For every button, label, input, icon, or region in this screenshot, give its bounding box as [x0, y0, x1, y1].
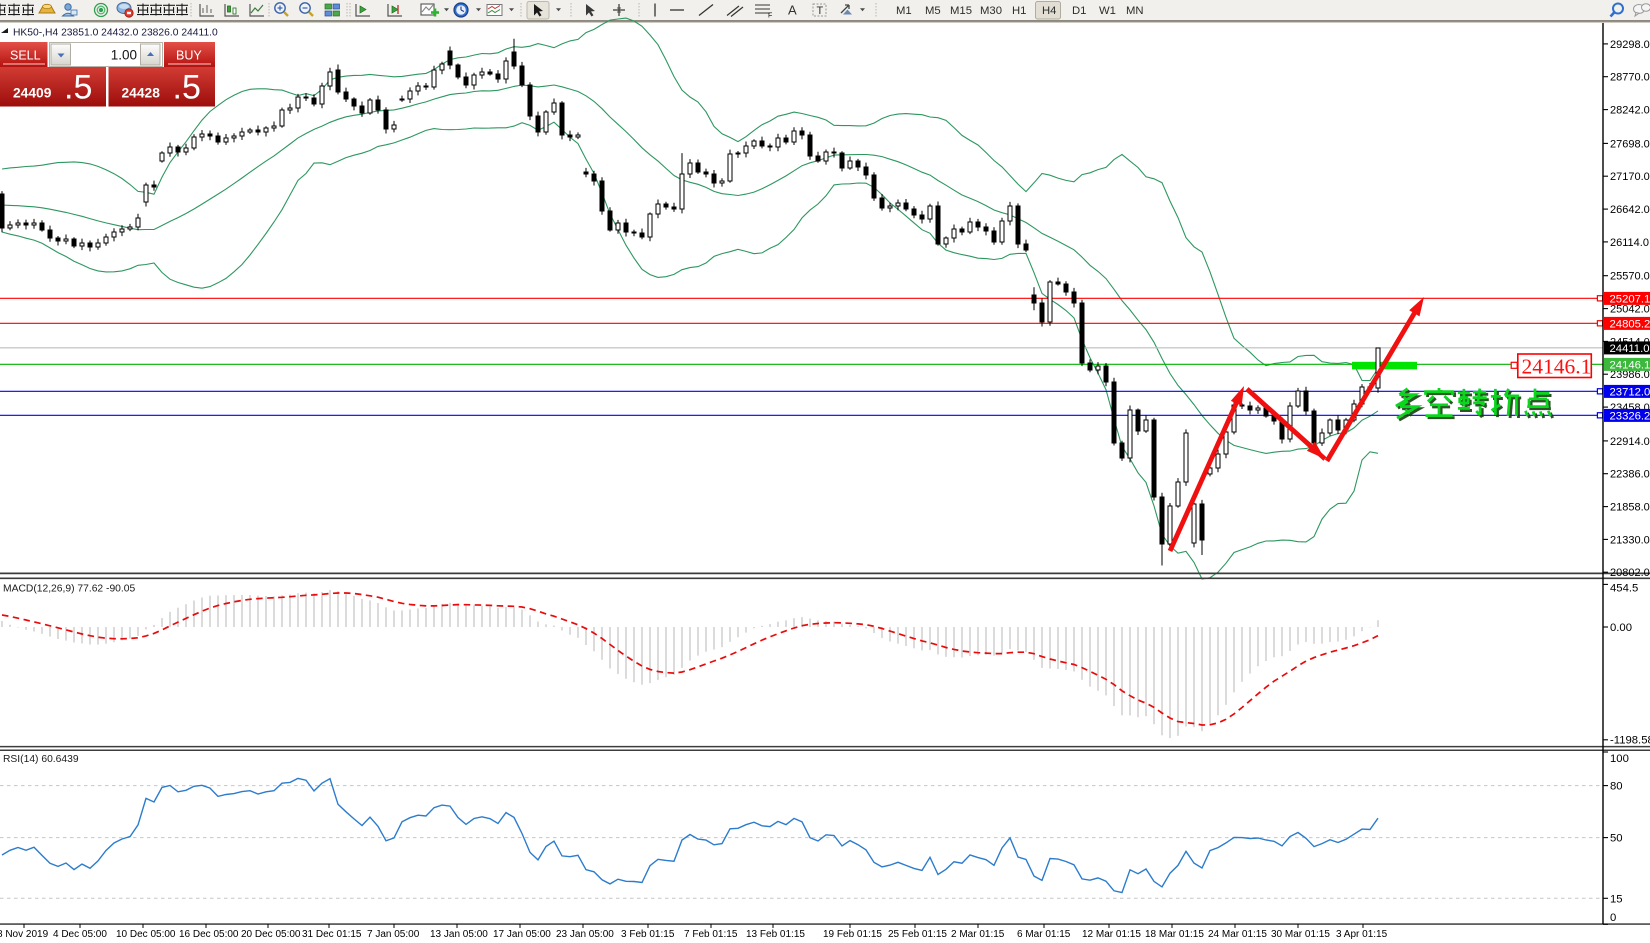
svg-text:80: 80 — [1610, 781, 1623, 793]
svg-text:454.5: 454.5 — [1610, 583, 1638, 595]
svg-text:MN: MN — [1126, 5, 1144, 17]
svg-text:T: T — [817, 5, 824, 17]
svg-text:SELL: SELL — [10, 49, 41, 63]
svg-text:21330.0: 21330.0 — [1610, 534, 1650, 546]
svg-text:23986.0: 23986.0 — [1610, 369, 1650, 381]
svg-text:17 Jan 05:00: 17 Jan 05:00 — [493, 929, 551, 940]
svg-text:RSI(14) 60.6439: RSI(14) 60.6439 — [3, 754, 79, 765]
svg-text:23712.0: 23712.0 — [1610, 387, 1650, 399]
svg-text:.5: .5 — [173, 69, 201, 107]
svg-text:18 Mar 01:15: 18 Mar 01:15 — [1145, 929, 1204, 940]
svg-text:20802.0: 20802.0 — [1610, 567, 1650, 579]
svg-text:31 Dec 01:15: 31 Dec 01:15 — [302, 929, 362, 940]
svg-text:25 Feb 01:15: 25 Feb 01:15 — [888, 929, 947, 940]
svg-text:26114.0: 26114.0 — [1610, 237, 1649, 249]
svg-text:3 Feb 01:15: 3 Feb 01:15 — [621, 929, 675, 940]
svg-text:16 Dec 05:00: 16 Dec 05:00 — [179, 929, 239, 940]
svg-text:13 Feb 01:15: 13 Feb 01:15 — [746, 929, 805, 940]
svg-text:22386.0: 22386.0 — [1610, 469, 1650, 481]
svg-text:24411.0: 24411.0 — [1610, 343, 1650, 355]
svg-text:-1198.58: -1198.58 — [1610, 735, 1650, 747]
svg-text:23 Jan 05:00: 23 Jan 05:00 — [556, 929, 614, 940]
svg-text:0: 0 — [1610, 912, 1616, 924]
svg-text:7 Jan 05:00: 7 Jan 05:00 — [367, 929, 420, 940]
svg-text:BUY: BUY — [176, 49, 202, 63]
svg-text:20 Dec 05:00: 20 Dec 05:00 — [241, 929, 301, 940]
svg-text:A: A — [788, 3, 797, 18]
svg-text:24428: 24428 — [122, 86, 161, 101]
svg-text:D1: D1 — [1072, 5, 1086, 17]
svg-text:25042.0: 25042.0 — [1610, 304, 1650, 316]
svg-text:23326.2: 23326.2 — [1610, 411, 1650, 423]
svg-text:25207.1: 25207.1 — [1610, 294, 1650, 306]
svg-text:10 Dec 05:00: 10 Dec 05:00 — [116, 929, 176, 940]
svg-text:24409: 24409 — [13, 86, 52, 101]
svg-text:4 Dec 05:00: 4 Dec 05:00 — [53, 929, 107, 940]
svg-text:7 Feb 01:15: 7 Feb 01:15 — [684, 929, 738, 940]
svg-text:30 Mar 01:15: 30 Mar 01:15 — [1271, 929, 1330, 940]
svg-text:24805.2: 24805.2 — [1610, 319, 1650, 331]
svg-text:13 Jan 05:00: 13 Jan 05:00 — [430, 929, 488, 940]
svg-text:2 Mar 01:15: 2 Mar 01:15 — [951, 929, 1005, 940]
svg-text:0.00: 0.00 — [1610, 622, 1632, 634]
svg-text:21858.0: 21858.0 — [1610, 502, 1650, 514]
svg-text:27698.0: 27698.0 — [1610, 138, 1650, 150]
svg-text:8 Nov 2019: 8 Nov 2019 — [0, 929, 49, 940]
svg-text:H4: H4 — [1042, 5, 1056, 17]
svg-text:M1: M1 — [896, 5, 912, 17]
svg-text:M15: M15 — [950, 5, 972, 17]
svg-text:100: 100 — [1610, 753, 1629, 765]
svg-text:W1: W1 — [1099, 5, 1116, 17]
svg-text:24 Mar 01:15: 24 Mar 01:15 — [1208, 929, 1267, 940]
svg-text:29298.0: 29298.0 — [1610, 39, 1650, 51]
svg-text:12 Mar 01:15: 12 Mar 01:15 — [1082, 929, 1141, 940]
svg-text:50: 50 — [1610, 833, 1623, 845]
svg-text:15: 15 — [1610, 893, 1623, 905]
svg-text:6 Mar 01:15: 6 Mar 01:15 — [1017, 929, 1071, 940]
svg-text:28242.0: 28242.0 — [1610, 105, 1650, 117]
svg-text:22914.0: 22914.0 — [1610, 436, 1650, 448]
svg-text:26642.0: 26642.0 — [1610, 204, 1650, 216]
svg-text:24146.1: 24146.1 — [1522, 354, 1592, 378]
svg-text:F: F — [768, 13, 772, 20]
svg-text:MACD(12,26,9) 77.62 -90.05: MACD(12,26,9) 77.62 -90.05 — [3, 584, 135, 595]
svg-text:HK50-,H4 23851.0 24432.0 2382: HK50-,H4 23851.0 24432.0 23826.0 24411.0 — [13, 28, 218, 39]
svg-text:19 Feb 01:15: 19 Feb 01:15 — [823, 929, 882, 940]
svg-text:H1: H1 — [1012, 5, 1026, 17]
svg-text:1.00: 1.00 — [111, 48, 137, 63]
svg-text:.5: .5 — [64, 69, 92, 107]
svg-text:28770.0: 28770.0 — [1610, 72, 1650, 84]
svg-text:3 Apr 01:15: 3 Apr 01:15 — [1336, 929, 1388, 940]
svg-text:27170.0: 27170.0 — [1610, 171, 1650, 183]
svg-text:24146.1: 24146.1 — [1610, 360, 1650, 372]
svg-text:M5: M5 — [925, 5, 941, 17]
svg-text:M30: M30 — [980, 5, 1002, 17]
svg-text:25570.0: 25570.0 — [1610, 271, 1650, 283]
